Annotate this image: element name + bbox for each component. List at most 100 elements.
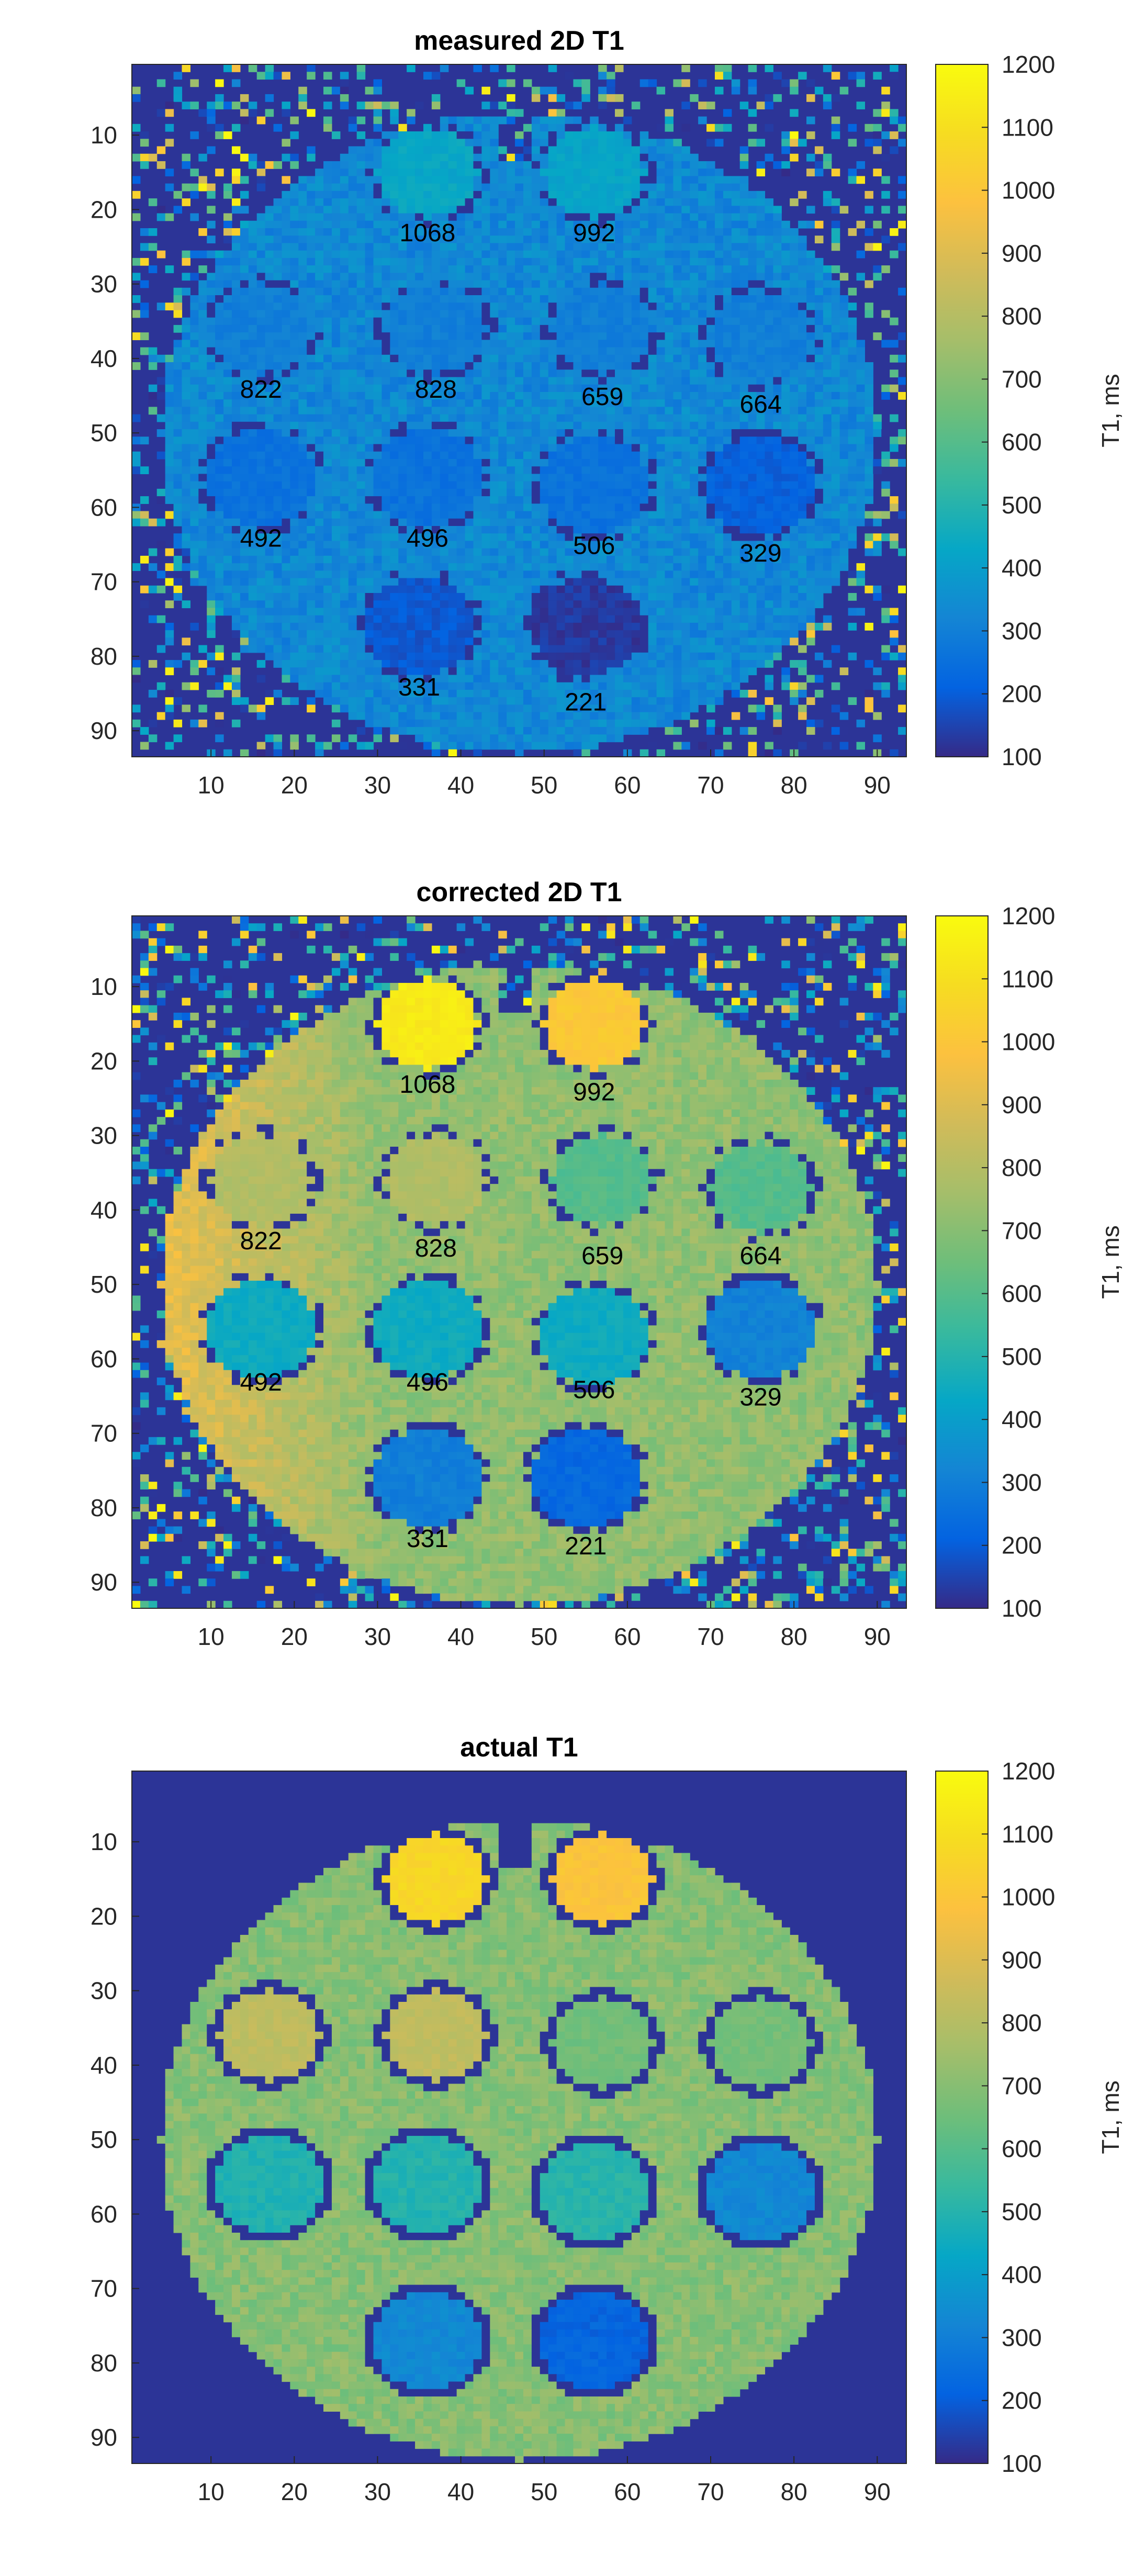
heatmap-cell: [331, 161, 341, 169]
heatmap-cell: [390, 220, 399, 229]
heatmap-cell: [307, 474, 316, 482]
heatmap-cell: [607, 146, 615, 154]
heatmap-cell: [348, 228, 357, 236]
heatmap-cell: [890, 72, 899, 80]
heatmap-cell: [548, 116, 557, 125]
heatmap-cell: [256, 310, 266, 318]
heatmap-cell: [315, 555, 324, 564]
heatmap-cell: [207, 124, 216, 132]
heatmap-cell: [173, 324, 183, 333]
heatmap-cell: [690, 436, 699, 445]
heatmap-cell: [531, 526, 541, 534]
heatmap-cell: [856, 451, 866, 460]
heatmap-cell: [265, 518, 274, 527]
heatmap-cell: [765, 503, 773, 512]
heatmap-cell: [515, 518, 524, 527]
heatmap-cell: [340, 257, 349, 266]
heatmap-cell: [598, 176, 607, 184]
heatmap-cell: [631, 146, 641, 154]
heatmap-cell: [307, 72, 316, 80]
heatmap-cell: [198, 511, 207, 519]
heatmap-cell: [639, 340, 649, 348]
heatmap-cell: [731, 250, 740, 259]
heatmap-cell: [706, 444, 715, 452]
heatmap-cell: [831, 317, 840, 326]
heatmap-cell: [298, 354, 307, 363]
heatmap-cell: [207, 310, 216, 318]
heatmap-cell: [215, 444, 224, 452]
heatmap-cell: [806, 362, 815, 370]
heatmap-cell: [515, 340, 524, 348]
heatmap-cell: [498, 421, 507, 430]
heatmap-cell: [507, 183, 515, 192]
heatmap-cell: [898, 548, 907, 556]
heatmap-cell: [773, 444, 782, 452]
heatmap-cell: [631, 466, 641, 475]
heatmap-cell: [256, 250, 266, 259]
heatmap-cell: [856, 511, 866, 519]
heatmap-cell: [531, 213, 541, 221]
heatmap-cell: [256, 243, 266, 251]
heatmap-cell: [756, 399, 766, 407]
heatmap-cell: [573, 496, 582, 504]
heatmap-cell: [173, 391, 183, 400]
heatmap-cell: [348, 265, 357, 273]
heatmap-cell: [790, 131, 799, 139]
heatmap-cell: [215, 526, 224, 534]
heatmap-cell: [490, 139, 499, 147]
heatmap-cell: [581, 287, 590, 296]
heatmap-cell: [756, 481, 766, 489]
heatmap-cell: [431, 518, 441, 527]
heatmap-cell: [723, 220, 732, 229]
heatmap-cell: [765, 511, 773, 519]
heatmap-cell: [390, 295, 399, 303]
heatmap-cell: [190, 399, 199, 407]
heatmap-cell: [631, 458, 641, 467]
heatmap-cell: [198, 399, 207, 407]
heatmap-cell: [673, 399, 682, 407]
heatmap-cell: [390, 511, 399, 519]
heatmap-cell: [240, 228, 249, 236]
heatmap-cell: [681, 421, 690, 430]
heatmap-cell: [590, 228, 599, 236]
heatmap-cell: [507, 332, 515, 340]
heatmap-cell: [348, 124, 357, 132]
heatmap-cell: [831, 220, 840, 229]
heatmap-cell: [390, 533, 399, 542]
heatmap-cell: [515, 228, 524, 236]
heatmap-cell: [165, 377, 174, 385]
heatmap-cell: [182, 183, 190, 192]
heatmap-cell: [448, 206, 457, 214]
heatmap-cell: [590, 444, 599, 452]
heatmap-cell: [431, 563, 441, 571]
heatmap-cell: [765, 265, 773, 273]
heatmap-cell: [814, 436, 824, 445]
heatmap-cell: [748, 488, 757, 497]
heatmap-cell: [198, 176, 207, 184]
heatmap-cell: [440, 287, 449, 296]
heatmap-cell: [165, 265, 174, 273]
heatmap-cell: [656, 399, 666, 407]
heatmap-cell: [748, 496, 757, 504]
heatmap-cell: [223, 340, 232, 348]
heatmap-cell: [607, 324, 615, 333]
heatmap-cell: [456, 369, 466, 378]
heatmap-cell: [273, 481, 283, 489]
heatmap-cell: [781, 391, 790, 400]
heatmap-cell: [598, 86, 607, 95]
heatmap-cell: [248, 474, 257, 482]
heatmap-cell: [207, 236, 216, 244]
heatmap-cell: [623, 295, 632, 303]
heatmap-cell: [481, 481, 490, 489]
heatmap-cell: [398, 324, 407, 333]
heatmap-cell: [556, 198, 566, 206]
heatmap-cell: [548, 384, 557, 393]
heatmap-cell: [623, 563, 632, 571]
heatmap-cell: [673, 257, 682, 266]
heatmap-cell: [240, 384, 249, 393]
heatmap-cell: [282, 518, 290, 527]
heatmap-cell: [523, 161, 532, 169]
heatmap-cell: [556, 511, 566, 519]
heatmap-cell: [431, 131, 441, 139]
heatmap-cell: [465, 153, 474, 162]
